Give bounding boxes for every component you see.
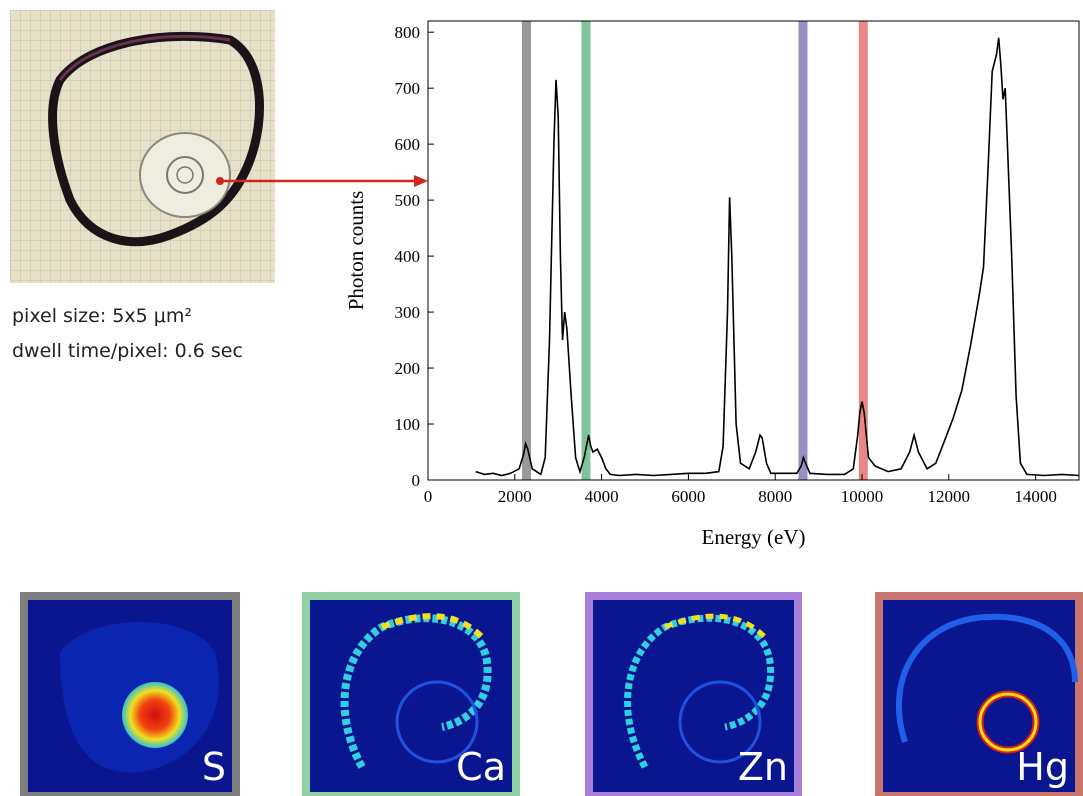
chart: 0 2000 4000 6000 8000 10000 12000 14000 0 100 200 3… xyxy=(344,20,1080,549)
element-map: Hg xyxy=(875,592,1083,796)
x-tick-label: 14000 xyxy=(1014,487,1057,506)
x-axis-label: Energy (eV) xyxy=(702,525,806,549)
y-tick-label: 200 xyxy=(395,359,421,378)
spectrum-line xyxy=(475,37,1080,477)
y-tick-label: 100 xyxy=(395,415,421,434)
maps: S Ca Zn Hg xyxy=(20,592,1083,796)
x-tick-label: 10000 xyxy=(841,487,884,506)
y-tick-label: 0 xyxy=(412,471,421,490)
map-hot xyxy=(380,613,485,640)
y-tick-label: 400 xyxy=(395,247,421,266)
element-map: S xyxy=(20,592,240,796)
energy-band xyxy=(581,21,591,480)
map-hotspot xyxy=(122,682,188,748)
map-structure xyxy=(340,614,492,769)
map-hot xyxy=(664,613,767,639)
arrow-dot xyxy=(216,177,224,185)
x-tick-label: 2000 xyxy=(498,487,532,506)
map-structure xyxy=(395,680,479,764)
x-tick-label: 0 xyxy=(424,487,433,506)
x-tick-label: 6000 xyxy=(671,487,705,506)
y-tick-label: 600 xyxy=(395,135,421,154)
map-ring xyxy=(978,692,1038,752)
caption: pixel size: 5x5 μm² xyxy=(12,305,192,327)
map-label: Zn xyxy=(738,745,788,789)
y-tick-label: 500 xyxy=(395,191,421,210)
micrograph xyxy=(10,10,275,283)
x-tick-label: 8000 xyxy=(758,487,792,506)
y-axis-label: Photon counts xyxy=(344,191,368,311)
y-tick-label: 700 xyxy=(395,79,421,98)
x-tick-label: 12000 xyxy=(928,487,971,506)
map-label: S xyxy=(202,745,226,789)
map-structure xyxy=(678,680,762,764)
caption: dwell time/pixel: 0.6 sec xyxy=(12,340,243,362)
y-tick-label: 800 xyxy=(395,23,421,42)
x-tick-label: 4000 xyxy=(585,487,619,506)
map-structure xyxy=(895,613,1078,743)
energy-band xyxy=(522,21,532,480)
element-map: Ca xyxy=(302,592,520,796)
energy-band xyxy=(798,21,808,480)
map-structure xyxy=(624,614,775,769)
map-label: Hg xyxy=(1016,745,1069,789)
y-tick-label: 300 xyxy=(395,303,421,322)
map-label: Ca xyxy=(456,745,506,789)
plot-frame xyxy=(427,20,1080,481)
element-map: Zn xyxy=(585,592,802,796)
arrow-head xyxy=(414,175,428,187)
energy-band xyxy=(858,21,868,480)
